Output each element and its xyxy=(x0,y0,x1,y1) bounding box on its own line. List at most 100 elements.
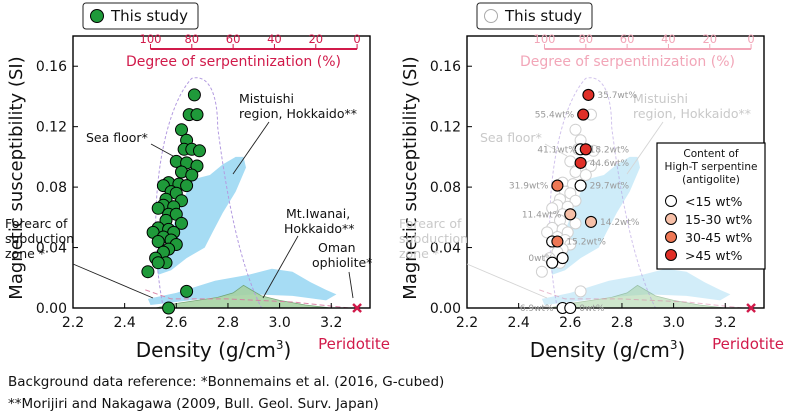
y-tick-label: 0.16 xyxy=(36,59,67,75)
annotation-forearc-2: subduction xyxy=(399,231,468,246)
serpentinization-tick-label: 100 xyxy=(534,32,556,46)
x-axis-label-text: Density (g/cm xyxy=(136,338,276,362)
data-point-antigorite xyxy=(574,179,587,192)
y-tick-label: 0.08 xyxy=(430,180,461,196)
data-point-green xyxy=(162,301,176,315)
serpentinization-tick-label: 80 xyxy=(184,32,199,46)
y-tick-label: 0.00 xyxy=(430,301,461,317)
reference-line-2: **Morijiri and Nakagawa (2009, Bull. Geo… xyxy=(8,396,379,412)
x-axis-label-superscript: 3 xyxy=(670,338,678,352)
annotation-mitsuishi-1: Mistuishi xyxy=(239,91,294,106)
x-tick-label: 2.6 xyxy=(559,315,581,331)
x-tick-label: 2.6 xyxy=(165,315,187,331)
background-point xyxy=(579,169,592,181)
peridotite-marker xyxy=(352,303,362,313)
data-point-antigorite xyxy=(564,208,577,221)
color-legend-marker xyxy=(665,249,677,261)
data-point-antigorite xyxy=(577,108,590,121)
background-point xyxy=(569,123,582,136)
peridotite-label: Peridotite xyxy=(712,335,784,353)
x-tick-label: 2.4 xyxy=(114,315,136,331)
background-point xyxy=(569,217,582,230)
reference-line-1: Background data reference: *Bonnemains e… xyxy=(8,374,445,390)
data-point-green xyxy=(151,256,165,270)
color-legend-marker xyxy=(665,213,677,225)
data-point-green xyxy=(190,108,204,122)
legend-marker xyxy=(90,9,104,23)
annotation-leader xyxy=(348,271,354,299)
data-point-antigorite xyxy=(556,252,569,265)
annotation-forearc-1: Forearc of xyxy=(399,216,462,231)
legend-box xyxy=(82,2,199,30)
data-point-antigorite xyxy=(582,88,595,101)
x-tick-label: 3.0 xyxy=(268,315,290,331)
x-tick-label: 3.2 xyxy=(714,315,736,331)
x-tick-label: 2.2 xyxy=(456,315,478,331)
annotation-iwanai-2: Hokkaido** xyxy=(284,221,355,236)
plot-frame xyxy=(72,35,371,309)
annotation-leader xyxy=(262,235,299,299)
peridotite-marker xyxy=(746,303,756,313)
forearc-trend-line xyxy=(539,289,744,309)
serpentinization-tick-label: 0 xyxy=(353,32,360,46)
x-axis-label-end: ) xyxy=(677,338,685,362)
data-point-green xyxy=(185,168,199,182)
mitsuishi-outline xyxy=(155,77,262,309)
color-legend-label: <15 wt% xyxy=(685,194,742,209)
data-point-antigorite xyxy=(546,256,559,269)
annotation-oman-1: Oman xyxy=(318,240,356,255)
annotation-forearc-3: zone * xyxy=(399,246,439,261)
data-point-green xyxy=(180,284,194,298)
x-axis-label-end: ) xyxy=(283,338,291,362)
x-tick-label: 2.8 xyxy=(217,315,239,331)
data-point-green xyxy=(151,235,165,248)
x-axis-label: Density (g/cm3) xyxy=(136,338,292,362)
data-label-wt: 0wt% xyxy=(528,254,554,264)
legend-box xyxy=(476,2,593,30)
y-tick-label: 0.12 xyxy=(430,120,461,136)
data-point-green xyxy=(175,123,188,137)
data-label-wt: 35.7wt% xyxy=(597,91,637,101)
data-point-antigorite xyxy=(551,235,564,248)
data-point-green xyxy=(180,179,194,193)
y-tick-label: 0.16 xyxy=(430,59,461,75)
annotation-sea-floor: Sea floor* xyxy=(480,130,542,145)
mitsuishi-outline xyxy=(549,77,656,309)
data-label-wt: 11.4wt% xyxy=(522,210,562,220)
y-tick-label: 0.12 xyxy=(36,120,67,136)
serpentinization-tick-label: 100 xyxy=(140,32,162,46)
annotation-forearc-2: subduction xyxy=(5,231,74,246)
data-point-antigorite xyxy=(551,179,564,192)
annotation-mitsuishi-1: Mistuishi xyxy=(633,91,688,106)
serpentinization-tick-label: 80 xyxy=(578,32,593,46)
x-tick-label: 2.8 xyxy=(611,315,633,331)
y-tick-label: 0.08 xyxy=(36,180,67,196)
x-axis-label-superscript: 3 xyxy=(276,338,284,352)
annotation-leader xyxy=(72,263,154,299)
serpentinization-tick-label: 40 xyxy=(267,32,282,46)
panel-right: 100 80 60 40 20 0 Degree of serpentinization (… xyxy=(399,2,784,362)
annotation-leader xyxy=(544,143,568,157)
legend-label: This study xyxy=(110,7,188,25)
color-legend-label: >45 wt% xyxy=(685,248,742,263)
x-tick-label: 2.4 xyxy=(508,315,530,331)
color-legend-box xyxy=(656,142,766,270)
x-tick-label: 2.2 xyxy=(62,315,84,331)
y-tick-label: 0.00 xyxy=(36,301,67,317)
background-point xyxy=(564,155,577,168)
legend-label: This study xyxy=(504,7,582,25)
data-label-wt: 15.2wt% xyxy=(566,238,606,248)
y-tick-label: 0.04 xyxy=(430,241,461,257)
serpentinization-axis-label: Degree of serpentinization (%) xyxy=(126,54,341,70)
serpentinization-axis-label: Degree of serpentinization (%) xyxy=(520,54,735,70)
data-label-wt: 55.4wt% xyxy=(535,111,575,121)
iwanai-region xyxy=(155,284,332,309)
data-label-wt: 29.7wt% xyxy=(590,182,630,192)
color-legend-marker xyxy=(665,195,677,207)
data-point-green xyxy=(193,144,206,158)
color-legend-title: (antigolite) xyxy=(682,174,740,186)
x-axis-label-text: Density (g/cm xyxy=(530,338,670,362)
data-point-green xyxy=(175,216,188,230)
peridotite-label: Peridotite xyxy=(318,335,390,353)
